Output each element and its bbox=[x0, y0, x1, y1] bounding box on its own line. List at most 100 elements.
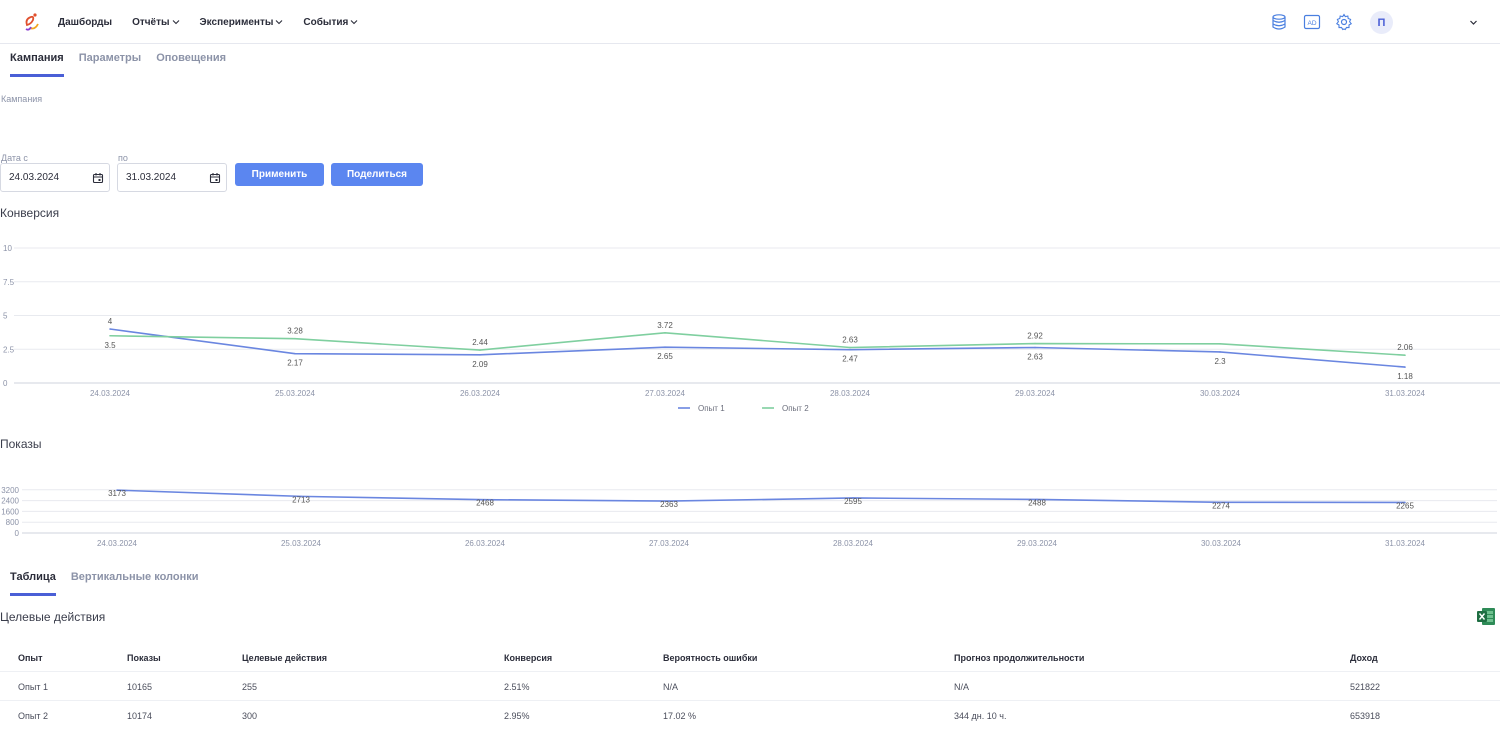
data-label: 1.18 bbox=[1397, 372, 1413, 381]
x-tick-label: 25.03.2024 bbox=[275, 389, 316, 398]
col-revenue: Доход bbox=[1350, 653, 1378, 663]
user-menu-chevron-icon[interactable] bbox=[1469, 18, 1478, 27]
chevron-down-icon bbox=[350, 20, 358, 25]
data-label: 2.06 bbox=[1397, 343, 1413, 352]
legend-label-2: Опыт 2 bbox=[782, 404, 809, 413]
main-nav: Дашборды Отчёты Эксперименты События bbox=[58, 0, 358, 44]
date-to-value: 31.03.2024 bbox=[126, 172, 177, 183]
data-label: 2.09 bbox=[472, 360, 488, 369]
data-point bbox=[479, 349, 481, 351]
x-tick-label: 29.03.2024 bbox=[1017, 539, 1058, 548]
data-point bbox=[1404, 501, 1406, 504]
data-point bbox=[1034, 342, 1036, 345]
results-table: Опыт Показы Целевые действия Конверсия В… bbox=[0, 643, 1500, 729]
data-point bbox=[479, 353, 481, 356]
legend-label-1: Опыт 1 bbox=[698, 404, 725, 413]
x-tick-label: 26.03.2024 bbox=[460, 389, 501, 398]
data-point bbox=[849, 348, 851, 351]
data-point bbox=[294, 337, 296, 340]
tab-table[interactable]: Таблица bbox=[10, 571, 56, 596]
data-label: 2265 bbox=[1396, 501, 1414, 510]
cell-revenue: 653918 bbox=[1350, 711, 1381, 721]
view-tabs: Таблица Вертикальные колонки bbox=[10, 571, 199, 596]
data-label: 2.65 bbox=[657, 352, 673, 361]
cell-error-probability: N/A bbox=[663, 682, 679, 692]
data-point bbox=[300, 495, 302, 498]
cell-conversion: 2.51% bbox=[504, 682, 530, 692]
data-label: 2.63 bbox=[1027, 352, 1043, 361]
y-tick-label: 800 bbox=[6, 518, 20, 527]
y-tick-label: 1600 bbox=[1, 507, 19, 516]
data-point bbox=[109, 328, 111, 330]
nav-dashboards[interactable]: Дашборды bbox=[58, 17, 112, 28]
col-experiment: Опыт bbox=[18, 653, 43, 663]
data-label: 2.44 bbox=[472, 338, 488, 347]
x-tick-label: 30.03.2024 bbox=[1201, 539, 1242, 548]
database-icon[interactable] bbox=[1270, 13, 1288, 31]
x-tick-label: 28.03.2024 bbox=[833, 539, 874, 548]
x-tick-label: 29.03.2024 bbox=[1015, 389, 1056, 398]
date-from-input[interactable]: 24.03.2024 bbox=[0, 163, 110, 192]
data-point bbox=[1220, 501, 1222, 504]
col-conversion: Конверсия bbox=[504, 653, 553, 663]
cell-target-actions: 300 bbox=[242, 711, 258, 721]
col-error-probability: Вероятность ошибки bbox=[663, 653, 758, 663]
data-point bbox=[1034, 346, 1036, 349]
data-point bbox=[484, 498, 486, 501]
nav-reports[interactable]: Отчёты bbox=[132, 17, 179, 28]
nav-events-label: События bbox=[303, 16, 349, 28]
data-label: 3.72 bbox=[657, 321, 673, 330]
impressions-chart-title: Показы bbox=[0, 437, 42, 451]
chevron-down-icon bbox=[276, 20, 283, 25]
calendar-icon[interactable] bbox=[92, 172, 104, 184]
nav-experiments[interactable]: Эксперименты bbox=[200, 17, 284, 28]
data-point bbox=[1219, 343, 1221, 345]
cell-target-actions: 255 bbox=[242, 682, 258, 692]
table-row: Опыт 2 10174 300 2.95% 17.02 % 344 дн. 1… bbox=[0, 701, 1500, 729]
data-point bbox=[668, 500, 670, 502]
avatar[interactable]: П bbox=[1370, 11, 1393, 34]
data-label: 2.92 bbox=[1027, 332, 1043, 341]
cell-experiment: Опыт 1 bbox=[18, 682, 48, 692]
x-tick-label: 24.03.2024 bbox=[97, 539, 138, 548]
svg-text:AD: AD bbox=[1307, 20, 1316, 27]
data-label: 2595 bbox=[844, 497, 862, 506]
cell-error-probability: 17.02 % bbox=[663, 711, 697, 721]
cell-impressions: 10165 bbox=[127, 682, 153, 692]
tab-notifications[interactable]: Оповещения bbox=[156, 52, 227, 64]
tab-campaign[interactable]: Кампания bbox=[10, 52, 64, 77]
apply-button[interactable]: Применить bbox=[235, 163, 324, 186]
x-tick-label: 27.03.2024 bbox=[645, 389, 686, 398]
nav-events[interactable]: События bbox=[303, 17, 358, 28]
cell-duration-forecast: N/A bbox=[954, 682, 970, 692]
data-label: 2.63 bbox=[842, 335, 858, 344]
data-label: 2468 bbox=[476, 499, 494, 508]
table-header-row: Опыт Показы Целевые действия Конверсия В… bbox=[0, 643, 1500, 672]
data-point bbox=[294, 352, 296, 355]
excel-export-icon[interactable] bbox=[1476, 607, 1496, 626]
avatar-letter: П bbox=[1377, 16, 1386, 29]
data-label: 4 bbox=[108, 317, 113, 326]
data-point bbox=[1404, 354, 1406, 356]
data-label: 3.28 bbox=[287, 327, 303, 336]
nav-reports-label: Отчёты bbox=[132, 16, 170, 28]
cell-revenue: 521822 bbox=[1350, 682, 1381, 692]
tab-vertical-columns[interactable]: Вертикальные колонки bbox=[70, 571, 199, 583]
col-impressions: Показы bbox=[127, 653, 161, 663]
tab-parameters[interactable]: Параметры bbox=[78, 52, 142, 64]
x-tick-label: 30.03.2024 bbox=[1200, 389, 1241, 398]
data-label: 2.17 bbox=[287, 359, 303, 368]
cell-conversion: 2.95% bbox=[504, 711, 530, 721]
data-label: 2274 bbox=[1212, 501, 1230, 510]
y-tick-label: 2400 bbox=[1, 497, 19, 506]
app-logo-icon[interactable] bbox=[21, 11, 41, 33]
y-tick-label: 0 bbox=[15, 529, 20, 538]
gear-icon[interactable] bbox=[1335, 13, 1353, 31]
calendar-icon[interactable] bbox=[209, 172, 221, 184]
share-button[interactable]: Поделиться bbox=[331, 163, 423, 186]
date-to-input[interactable]: 31.03.2024 bbox=[117, 163, 227, 192]
data-label: 3173 bbox=[108, 489, 126, 498]
ad-icon[interactable]: AD bbox=[1303, 13, 1321, 31]
data-point bbox=[664, 346, 666, 349]
data-point bbox=[116, 489, 118, 491]
